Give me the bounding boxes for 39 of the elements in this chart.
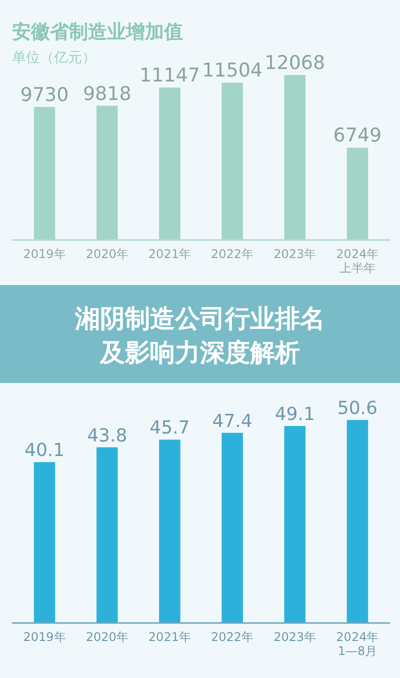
data-label: 12068 <box>264 52 326 74</box>
data-label: 9730 <box>20 84 69 106</box>
bar <box>222 432 243 623</box>
x-tick-label: 2022年 <box>211 247 254 261</box>
data-label: 47.4 <box>212 410 252 432</box>
x-tick-label: 2019年 <box>23 630 66 644</box>
data-label: 43.8 <box>87 425 128 446</box>
bar <box>222 82 243 240</box>
data-label: 11147 <box>139 64 200 87</box>
x-tick-label: 2021年 <box>148 630 191 644</box>
chart-subtitle: 单位（亿元） <box>12 50 96 66</box>
bar <box>96 106 118 240</box>
x-tick-label: 2024年1—8月 <box>336 630 379 658</box>
data-label: 11504 <box>202 60 263 82</box>
bar <box>159 440 180 623</box>
bar <box>284 426 306 623</box>
x-tick-label: 2023年 <box>274 630 316 644</box>
data-label: 49.1 <box>274 404 315 426</box>
bar <box>34 106 56 240</box>
bar <box>346 148 368 240</box>
x-tick-label: 2020年 <box>86 630 128 644</box>
data-label: 40.1 <box>24 440 65 462</box>
data-label: 45.7 <box>150 418 190 439</box>
x-tick-label: 2021年 <box>148 247 191 261</box>
data-label: 9818 <box>82 82 132 105</box>
x-tick-label: 2024年上半年 <box>336 247 379 275</box>
bar <box>34 462 56 623</box>
x-tick-label: 2022年 <box>211 630 254 644</box>
data-label: 50.6 <box>337 398 378 419</box>
x-tick-label: 2020年 <box>86 247 128 261</box>
x-tick-label: 2023年 <box>274 247 316 261</box>
bar <box>96 447 118 623</box>
x-tick-label: 2019年 <box>23 247 66 261</box>
bar <box>159 88 180 240</box>
data-label: 6749 <box>333 124 382 147</box>
chart-title: 安徽省制造业增加值 <box>12 21 183 43</box>
text: 湘阴制造公司行业排名及影响力深度解析 <box>74 304 325 367</box>
bar <box>284 75 306 240</box>
bar <box>346 420 368 623</box>
